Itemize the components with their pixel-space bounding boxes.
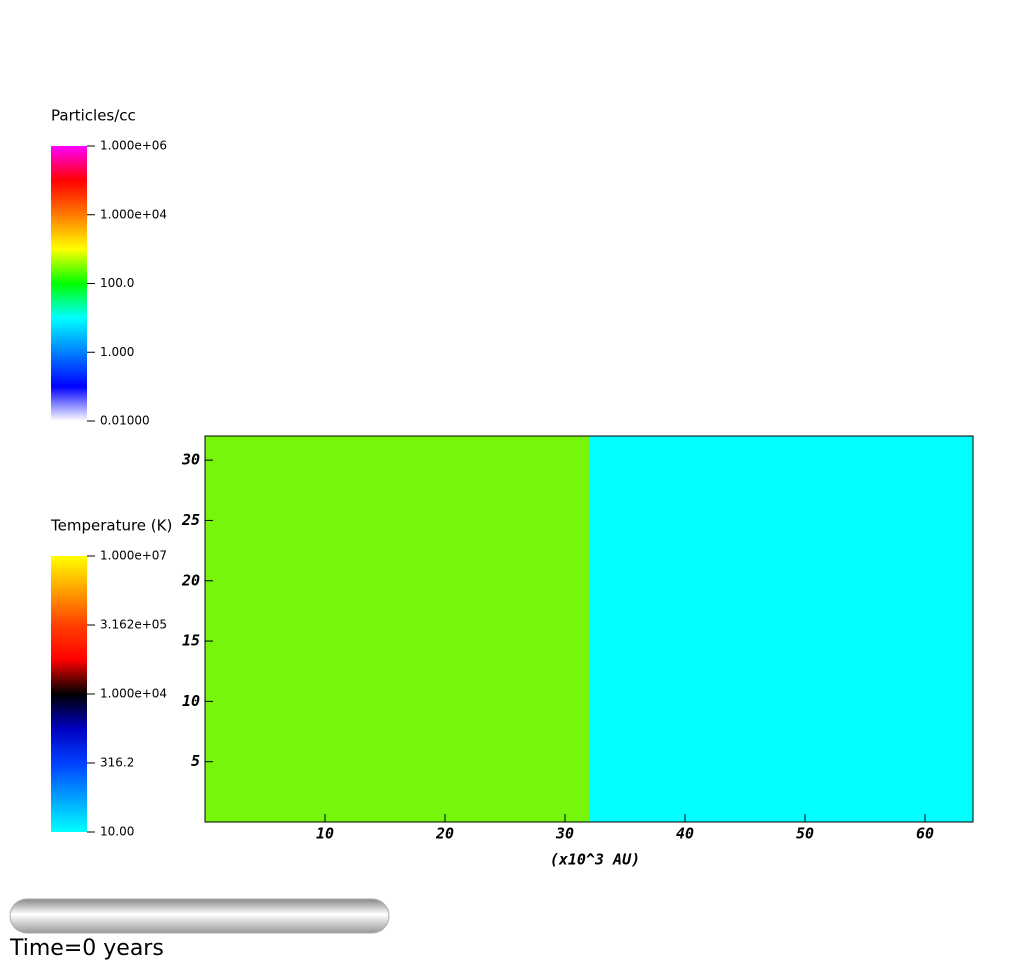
colorbar (51, 146, 87, 421)
y-tick-label: 5 (191, 752, 200, 770)
colorbar-tick-label: 316.2 (100, 756, 134, 770)
colorbar-tick-label: 1.000e+06 (100, 139, 167, 153)
x-axis-label: (x10^3 AU) (550, 851, 640, 869)
colorbar-tick-label: 3.162e+05 (100, 618, 167, 632)
y-tick-label: 15 (182, 632, 200, 650)
time-label: Time=0 years (9, 936, 164, 961)
data-region (205, 436, 589, 822)
time-slider[interactable] (9, 898, 390, 934)
colorbar-tick-label: 1.000 (100, 345, 134, 359)
colorbar-tick-label: 1.000e+07 (100, 549, 167, 563)
colorbar-tick-label: 100.0 (100, 276, 134, 290)
colorbar-tick-label: 1.000e+04 (100, 207, 167, 221)
colorbar-title: Particles/cc (51, 107, 136, 125)
y-tick-label: 30 (181, 451, 200, 469)
x-tick-label: 20 (435, 825, 454, 843)
colorbar (51, 556, 87, 832)
plot-frame (204, 435, 974, 823)
y-tick-label: 25 (181, 511, 200, 529)
x-tick-label: 60 (916, 825, 934, 843)
colorbar-tick-label: 1.000e+04 (100, 687, 167, 701)
x-tick-label: 10 (316, 825, 334, 843)
colorbar-title: Temperature (K) (50, 517, 172, 535)
colorbar-tick-label: 10.00 (100, 825, 134, 839)
colorbar-tick-label: 0.01000 (100, 414, 150, 428)
x-tick-label: 50 (796, 825, 814, 843)
x-tick-label: 30 (555, 825, 574, 843)
x-tick-label: 40 (676, 825, 694, 843)
data-region (589, 436, 973, 822)
y-tick-label: 20 (181, 571, 200, 589)
y-tick-label: 10 (182, 692, 200, 710)
